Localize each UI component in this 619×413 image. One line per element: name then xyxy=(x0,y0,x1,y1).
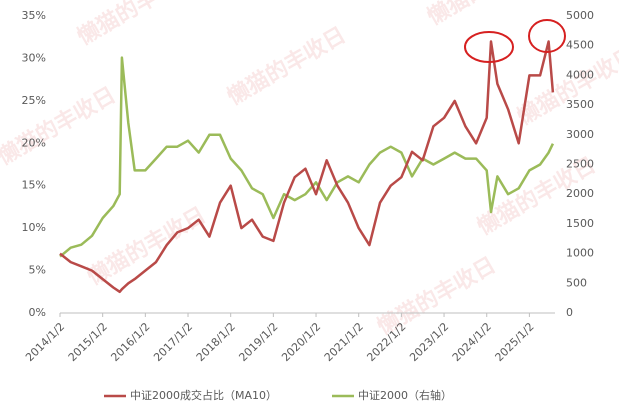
y-tick-label: 0% xyxy=(29,306,46,319)
x-tick-label: 2014/1/2 xyxy=(23,320,67,364)
watermark: 懒猫的丰收日 xyxy=(223,22,350,111)
y-tick-label: 25% xyxy=(22,94,46,107)
y-tick-label: 10% xyxy=(22,221,46,234)
y2-tick-label: 4500 xyxy=(566,39,594,52)
series-line xyxy=(59,40,555,294)
x-tick-label: 2016/1/2 xyxy=(108,320,152,364)
y2-tick-label: 2000 xyxy=(566,187,594,200)
x-tick-label: 2020/1/2 xyxy=(279,320,323,364)
x-tick-label: 2021/1/2 xyxy=(322,320,366,364)
y2-tick-label: 2500 xyxy=(566,158,594,171)
x-tick-label: 2019/1/2 xyxy=(236,320,280,364)
highlight-circle xyxy=(528,19,566,53)
x-tick-label: 2018/1/2 xyxy=(194,320,238,364)
watermark: 懒猫的丰收日 xyxy=(423,0,550,30)
y-tick-label: 5% xyxy=(29,264,46,277)
y2-tick-label: 4000 xyxy=(566,68,594,81)
y-tick-label: 15% xyxy=(22,179,46,192)
y-tick-label: 30% xyxy=(22,51,46,64)
x-tick-label: 2023/1/2 xyxy=(407,320,451,364)
y2-tick-label: 3500 xyxy=(566,98,594,111)
y2-tick-label: 0 xyxy=(566,306,573,319)
y2-tick-label: 1500 xyxy=(566,217,594,230)
y2-tick-label: 1000 xyxy=(566,247,594,260)
x-tick-label: 2024/1/2 xyxy=(450,320,494,364)
watermark: 懒猫的丰收日 xyxy=(0,82,120,171)
y-tick-label: 35% xyxy=(22,9,46,22)
y-tick-label: 20% xyxy=(22,136,46,149)
legend-label: 中证2000（右轴） xyxy=(358,388,452,402)
x-tick-label: 2015/1/2 xyxy=(66,320,110,364)
y2-tick-label: 3000 xyxy=(566,128,594,141)
series-line xyxy=(59,56,555,258)
x-tick-label: 2017/1/2 xyxy=(151,320,195,364)
x-tick-label: 2025/1/2 xyxy=(493,320,537,364)
y2-tick-label: 500 xyxy=(566,276,587,289)
watermark: 懒猫的丰收日 xyxy=(73,0,200,50)
y2-tick-label: 5000 xyxy=(566,9,594,22)
legend-label: 中证2000成交占比（MA10） xyxy=(130,388,277,402)
highlight-circle xyxy=(464,31,514,63)
